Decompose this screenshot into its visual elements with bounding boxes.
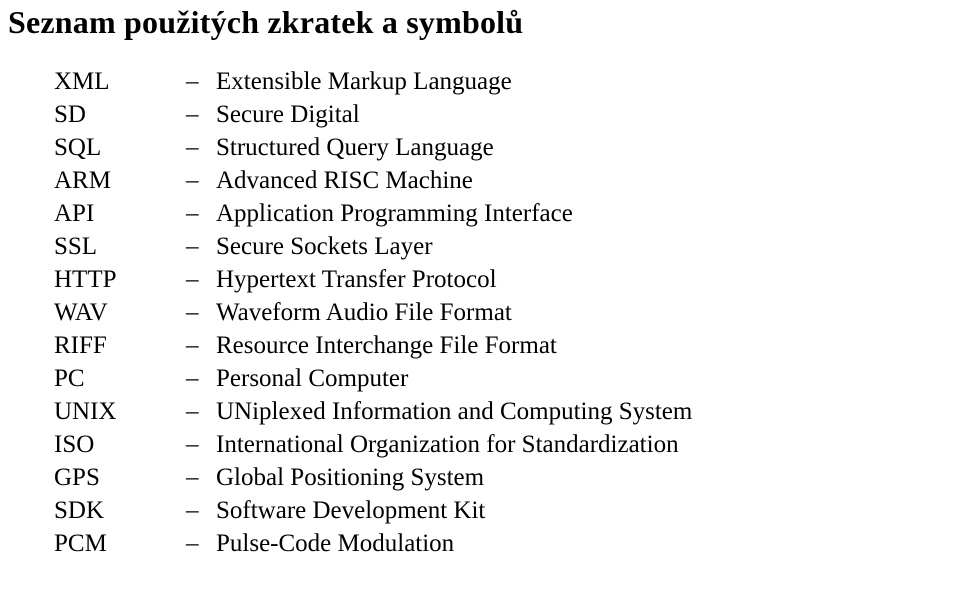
abbr-term: ISO: [8, 428, 186, 461]
dash-separator: –: [186, 461, 216, 494]
list-item: RIFF – Resource Interchange File Format: [8, 329, 948, 362]
list-item: PC – Personal Computer: [8, 362, 948, 395]
document-page: Seznam použitých zkratek a symbolů XML –…: [0, 0, 960, 560]
definition-text: Application Programming Interface: [216, 197, 948, 230]
definition-text: Secure Digital: [216, 98, 948, 131]
dash-separator: –: [186, 230, 216, 263]
dash-separator: –: [186, 428, 216, 461]
definition-text: Global Positioning System: [216, 461, 948, 494]
abbr-term: SD: [8, 98, 186, 131]
abbr-term: API: [8, 197, 186, 230]
definition-text: Software Development Kit: [216, 494, 948, 527]
abbr-term: PC: [8, 362, 186, 395]
definitions-list: XML – Extensible Markup Language SD – Se…: [8, 65, 948, 560]
definition-text: Pulse-Code Modulation: [216, 527, 948, 560]
definition-text: Advanced RISC Machine: [216, 164, 948, 197]
definition-text: International Organization for Standardi…: [216, 428, 948, 461]
abbr-term: GPS: [8, 461, 186, 494]
list-item: PCM – Pulse-Code Modulation: [8, 527, 948, 560]
definition-text: Waveform Audio File Format: [216, 296, 948, 329]
abbr-term: SQL: [8, 131, 186, 164]
abbr-term: UNIX: [8, 395, 186, 428]
abbr-term: SDK: [8, 494, 186, 527]
list-item: API – Application Programming Interface: [8, 197, 948, 230]
dash-separator: –: [186, 527, 216, 560]
abbr-term: SSL: [8, 230, 186, 263]
definition-text: Personal Computer: [216, 362, 948, 395]
abbr-term: PCM: [8, 527, 186, 560]
definition-text: Extensible Markup Language: [216, 65, 948, 98]
dash-separator: –: [186, 263, 216, 296]
list-item: SSL – Secure Sockets Layer: [8, 230, 948, 263]
abbr-term: WAV: [8, 296, 186, 329]
list-item: XML – Extensible Markup Language: [8, 65, 948, 98]
dash-separator: –: [186, 296, 216, 329]
abbr-term: XML: [8, 65, 186, 98]
list-item: ISO – International Organization for Sta…: [8, 428, 948, 461]
definition-text: Secure Sockets Layer: [216, 230, 948, 263]
dash-separator: –: [186, 329, 216, 362]
definition-text: Hypertext Transfer Protocol: [216, 263, 948, 296]
list-item: ARM – Advanced RISC Machine: [8, 164, 948, 197]
dash-separator: –: [186, 395, 216, 428]
list-item: GPS – Global Positioning System: [8, 461, 948, 494]
abbr-term: ARM: [8, 164, 186, 197]
dash-separator: –: [186, 98, 216, 131]
definition-text: Resource Interchange File Format: [216, 329, 948, 362]
definition-text: Structured Query Language: [216, 131, 948, 164]
dash-separator: –: [186, 131, 216, 164]
list-item: SD – Secure Digital: [8, 98, 948, 131]
abbr-term: RIFF: [8, 329, 186, 362]
dash-separator: –: [186, 65, 216, 98]
definition-text: UNiplexed Information and Computing Syst…: [216, 395, 948, 428]
dash-separator: –: [186, 494, 216, 527]
abbr-term: HTTP: [8, 263, 186, 296]
dash-separator: –: [186, 164, 216, 197]
list-item: SDK – Software Development Kit: [8, 494, 948, 527]
list-item: WAV – Waveform Audio File Format: [8, 296, 948, 329]
dash-separator: –: [186, 362, 216, 395]
list-item: SQL – Structured Query Language: [8, 131, 948, 164]
list-item: UNIX – UNiplexed Information and Computi…: [8, 395, 948, 428]
list-item: HTTP – Hypertext Transfer Protocol: [8, 263, 948, 296]
page-title: Seznam použitých zkratek a symbolů: [8, 4, 948, 41]
dash-separator: –: [186, 197, 216, 230]
